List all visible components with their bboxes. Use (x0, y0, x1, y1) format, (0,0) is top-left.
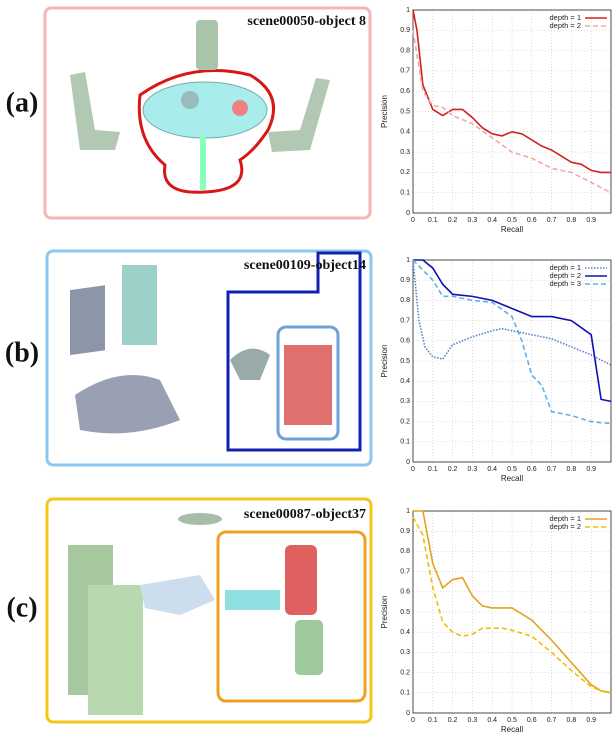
y-tick-label: 0.4 (400, 629, 410, 636)
y-tick-label: 0.6 (400, 88, 410, 95)
y-tick-label: 0.8 (400, 47, 410, 54)
scene-title: scene00087-object37 (244, 507, 366, 522)
scene-title: scene00109-object14 (244, 258, 366, 273)
legend-label: depth = 2 (550, 522, 582, 531)
pr-curve (413, 510, 612, 694)
y-axis-label: Precision (380, 345, 389, 378)
x-tick-label: 0.1 (428, 717, 438, 724)
y-tick-label: 0.8 (400, 297, 410, 304)
x-tick-label: 0.3 (468, 466, 478, 473)
x-tick-label: 0.4 (487, 466, 497, 473)
x-tick-label: 0.9 (586, 717, 596, 724)
y-tick-label: 0.4 (400, 129, 410, 136)
x-tick-label: 0.6 (527, 717, 537, 724)
y-tick-label: 0 (406, 210, 410, 217)
x-axis-label: Recall (501, 474, 523, 483)
pr-curve (412, 516, 612, 694)
scene-image (43, 6, 372, 220)
plot-frame (412, 259, 612, 463)
x-tick-label: 0 (411, 717, 415, 724)
x-tick-label: 0.7 (547, 466, 557, 473)
x-tick-label: 0.2 (448, 717, 458, 724)
x-tick-label: 0.8 (567, 217, 577, 224)
legend-label: depth = 1 (550, 263, 582, 272)
x-tick-label: 0.9 (586, 217, 596, 224)
y-tick-label: 0.4 (400, 378, 410, 385)
y-tick-label: 0.3 (400, 649, 410, 656)
x-tick-label: 0.7 (547, 717, 557, 724)
x-tick-label: 0.7 (547, 217, 557, 224)
y-tick-label: 0.5 (400, 358, 410, 365)
y-tick-label: 0.7 (400, 568, 410, 575)
plot-frame (412, 510, 612, 714)
x-tick-label: 0.5 (507, 217, 517, 224)
x-tick-label: 0.1 (428, 466, 438, 473)
x-tick-label: 0.6 (527, 217, 537, 224)
y-tick-label: 0.2 (400, 669, 410, 676)
y-tick-label: 0.2 (400, 418, 410, 425)
y-tick-label: 0.6 (400, 338, 410, 345)
x-tick-label: 0.5 (507, 717, 517, 724)
x-tick-label: 0.8 (567, 466, 577, 473)
legend-label: depth = 1 (550, 514, 582, 523)
scene-image (45, 497, 373, 724)
panel-label: (b) (5, 337, 39, 368)
x-tick-label: 0.9 (586, 466, 596, 473)
x-tick-label: 0.4 (487, 717, 497, 724)
legend-label: depth = 1 (550, 13, 582, 22)
y-tick-label: 0.5 (400, 108, 410, 115)
y-tick-label: 0.3 (400, 149, 410, 156)
y-tick-label: 0 (406, 710, 410, 717)
y-tick-label: 0.8 (400, 548, 410, 555)
y-tick-label: 0.1 (400, 690, 410, 697)
y-tick-label: 1 (406, 257, 410, 264)
x-tick-label: 0.8 (567, 717, 577, 724)
x-tick-label: 0.4 (487, 217, 497, 224)
y-axis-label: Precision (380, 95, 389, 128)
y-tick-label: 0.5 (400, 609, 410, 616)
pr-curve (412, 9, 611, 174)
legend-label: depth = 2 (550, 21, 582, 30)
panel-label: (c) (6, 592, 37, 623)
x-axis-label: Recall (501, 225, 523, 234)
pr-curve (412, 30, 612, 194)
scene-image (45, 249, 373, 467)
x-tick-label: 0.6 (527, 466, 537, 473)
scene-title: scene00050-object 8 (247, 14, 366, 29)
x-axis-label: Recall (501, 725, 523, 734)
x-tick-label: 0.2 (448, 466, 458, 473)
x-tick-label: 0 (411, 217, 415, 224)
y-tick-label: 1 (406, 508, 410, 515)
legend-label: depth = 3 (550, 279, 582, 288)
y-tick-label: 0.1 (400, 190, 410, 197)
panel-label: (a) (6, 87, 39, 118)
x-tick-label: 0.3 (468, 717, 478, 724)
legend-label: depth = 2 (550, 271, 582, 280)
y-tick-label: 0.9 (400, 27, 410, 34)
x-tick-label: 0.2 (448, 217, 458, 224)
pr-curve (412, 259, 612, 425)
plot-frame (412, 9, 612, 214)
x-tick-label: 0 (411, 466, 415, 473)
x-tick-label: 0.5 (507, 466, 517, 473)
y-tick-label: 0.2 (400, 169, 410, 176)
y-tick-label: 1 (406, 7, 410, 14)
x-tick-label: 0.3 (468, 217, 478, 224)
x-tick-label: 0.1 (428, 217, 438, 224)
y-tick-label: 0.9 (400, 528, 410, 535)
y-tick-label: 0.1 (400, 439, 410, 446)
pr-curve (413, 259, 612, 403)
y-tick-label: 0.3 (400, 398, 410, 405)
y-axis-label: Precision (380, 596, 389, 629)
y-tick-label: 0.6 (400, 589, 410, 596)
y-tick-label: 0.7 (400, 68, 410, 75)
y-tick-label: 0.7 (400, 317, 410, 324)
y-tick-label: 0.9 (400, 277, 410, 284)
y-tick-label: 0 (406, 459, 410, 466)
